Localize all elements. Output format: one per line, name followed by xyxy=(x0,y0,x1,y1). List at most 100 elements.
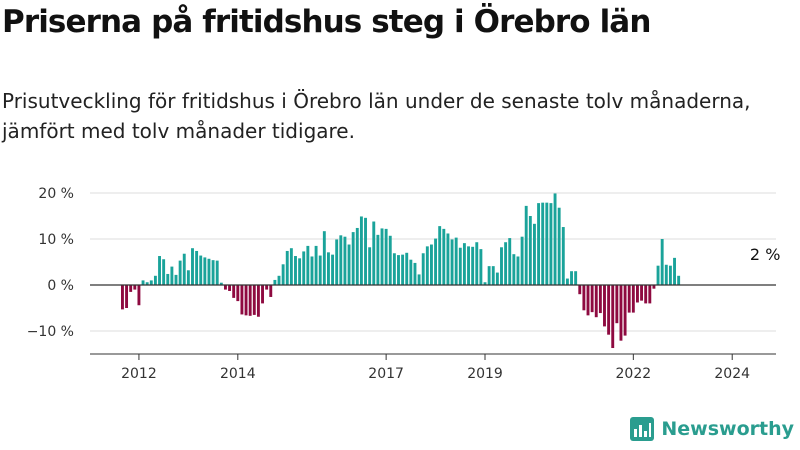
bar xyxy=(277,275,281,285)
y-tick-label: −10 % xyxy=(27,324,74,340)
bar xyxy=(224,285,227,290)
bar xyxy=(467,246,470,285)
bar xyxy=(359,216,363,285)
bar xyxy=(668,265,672,285)
bar xyxy=(590,285,594,313)
bar xyxy=(343,236,347,285)
bar xyxy=(149,280,153,285)
x-tick-label: 2022 xyxy=(616,366,652,382)
bar xyxy=(273,279,277,285)
bar xyxy=(623,285,627,336)
bar xyxy=(603,285,606,327)
bar xyxy=(355,227,359,285)
bar xyxy=(261,285,264,304)
bar xyxy=(133,285,137,290)
bar xyxy=(442,228,446,285)
bar xyxy=(162,259,166,285)
bar xyxy=(487,266,491,285)
bar xyxy=(512,254,516,285)
bar xyxy=(364,217,367,285)
bar xyxy=(644,285,648,304)
bar xyxy=(331,254,335,285)
bar xyxy=(351,232,355,285)
bar xyxy=(211,260,215,285)
bar xyxy=(561,227,565,285)
bar xyxy=(430,244,433,285)
bar xyxy=(652,285,656,289)
bar xyxy=(636,285,639,303)
bar xyxy=(248,285,252,316)
bar xyxy=(153,275,157,285)
bar xyxy=(294,256,297,285)
bar xyxy=(475,242,479,285)
bar xyxy=(508,238,512,285)
bar xyxy=(195,250,199,285)
bar xyxy=(413,262,417,285)
bar xyxy=(207,258,211,285)
bar xyxy=(677,275,681,285)
bar xyxy=(438,226,442,285)
bar xyxy=(281,264,285,285)
y-tick-label: 20 % xyxy=(38,186,74,202)
bar xyxy=(203,257,207,285)
bar xyxy=(520,236,524,285)
bar xyxy=(228,285,232,291)
bar xyxy=(409,259,413,285)
bar xyxy=(611,285,615,349)
x-tick-label: 2017 xyxy=(368,366,404,382)
bar xyxy=(598,285,602,314)
bar xyxy=(500,247,503,285)
bar xyxy=(483,282,487,285)
bar xyxy=(252,285,256,315)
bar xyxy=(199,255,203,285)
bar xyxy=(125,285,129,308)
bar xyxy=(660,239,664,285)
bar xyxy=(392,253,396,285)
bar xyxy=(327,252,330,285)
bar xyxy=(347,244,351,285)
bar xyxy=(388,235,392,285)
bar xyxy=(339,235,343,285)
bar xyxy=(553,193,557,285)
bar xyxy=(565,278,569,285)
bar xyxy=(405,252,409,285)
chart-subtitle: Prisutveckling för fritidshus i Örebro l… xyxy=(2,89,751,143)
bar xyxy=(656,265,660,285)
bar xyxy=(594,285,598,318)
bar xyxy=(574,271,578,285)
bar xyxy=(557,207,561,285)
x-tick-label: 2024 xyxy=(714,366,750,382)
bar xyxy=(191,248,194,285)
bar xyxy=(479,249,483,285)
bar xyxy=(121,285,124,310)
bar xyxy=(541,202,545,285)
bar-chart: −10 % 0 % 10 % 20 % 2012 2014 2017 2019 2022 2024… xyxy=(27,186,781,382)
bar xyxy=(314,245,318,285)
bar xyxy=(186,270,190,285)
bar xyxy=(265,285,269,290)
bar xyxy=(322,231,326,285)
bar xyxy=(504,242,508,285)
annotations: 2 % xyxy=(750,245,780,264)
bar xyxy=(462,243,466,285)
bar xyxy=(145,282,149,285)
bar xyxy=(537,203,541,285)
bar xyxy=(640,285,644,301)
bar xyxy=(236,285,240,302)
bar xyxy=(318,255,322,285)
bar xyxy=(182,253,186,285)
bar xyxy=(458,247,462,285)
bar xyxy=(421,253,425,285)
bar xyxy=(417,274,421,285)
bar xyxy=(495,272,499,285)
newsworthy-logo-text: Newsworthy xyxy=(661,418,794,440)
latest-value-label: 2 % xyxy=(750,245,780,264)
bar xyxy=(298,258,302,285)
bar xyxy=(524,205,528,285)
bar-series xyxy=(121,193,681,349)
newsworthy-logo-icon xyxy=(630,417,655,441)
y-tick-label: 10 % xyxy=(38,232,74,248)
bar xyxy=(232,285,236,298)
bar xyxy=(219,282,223,285)
bar xyxy=(619,285,623,341)
